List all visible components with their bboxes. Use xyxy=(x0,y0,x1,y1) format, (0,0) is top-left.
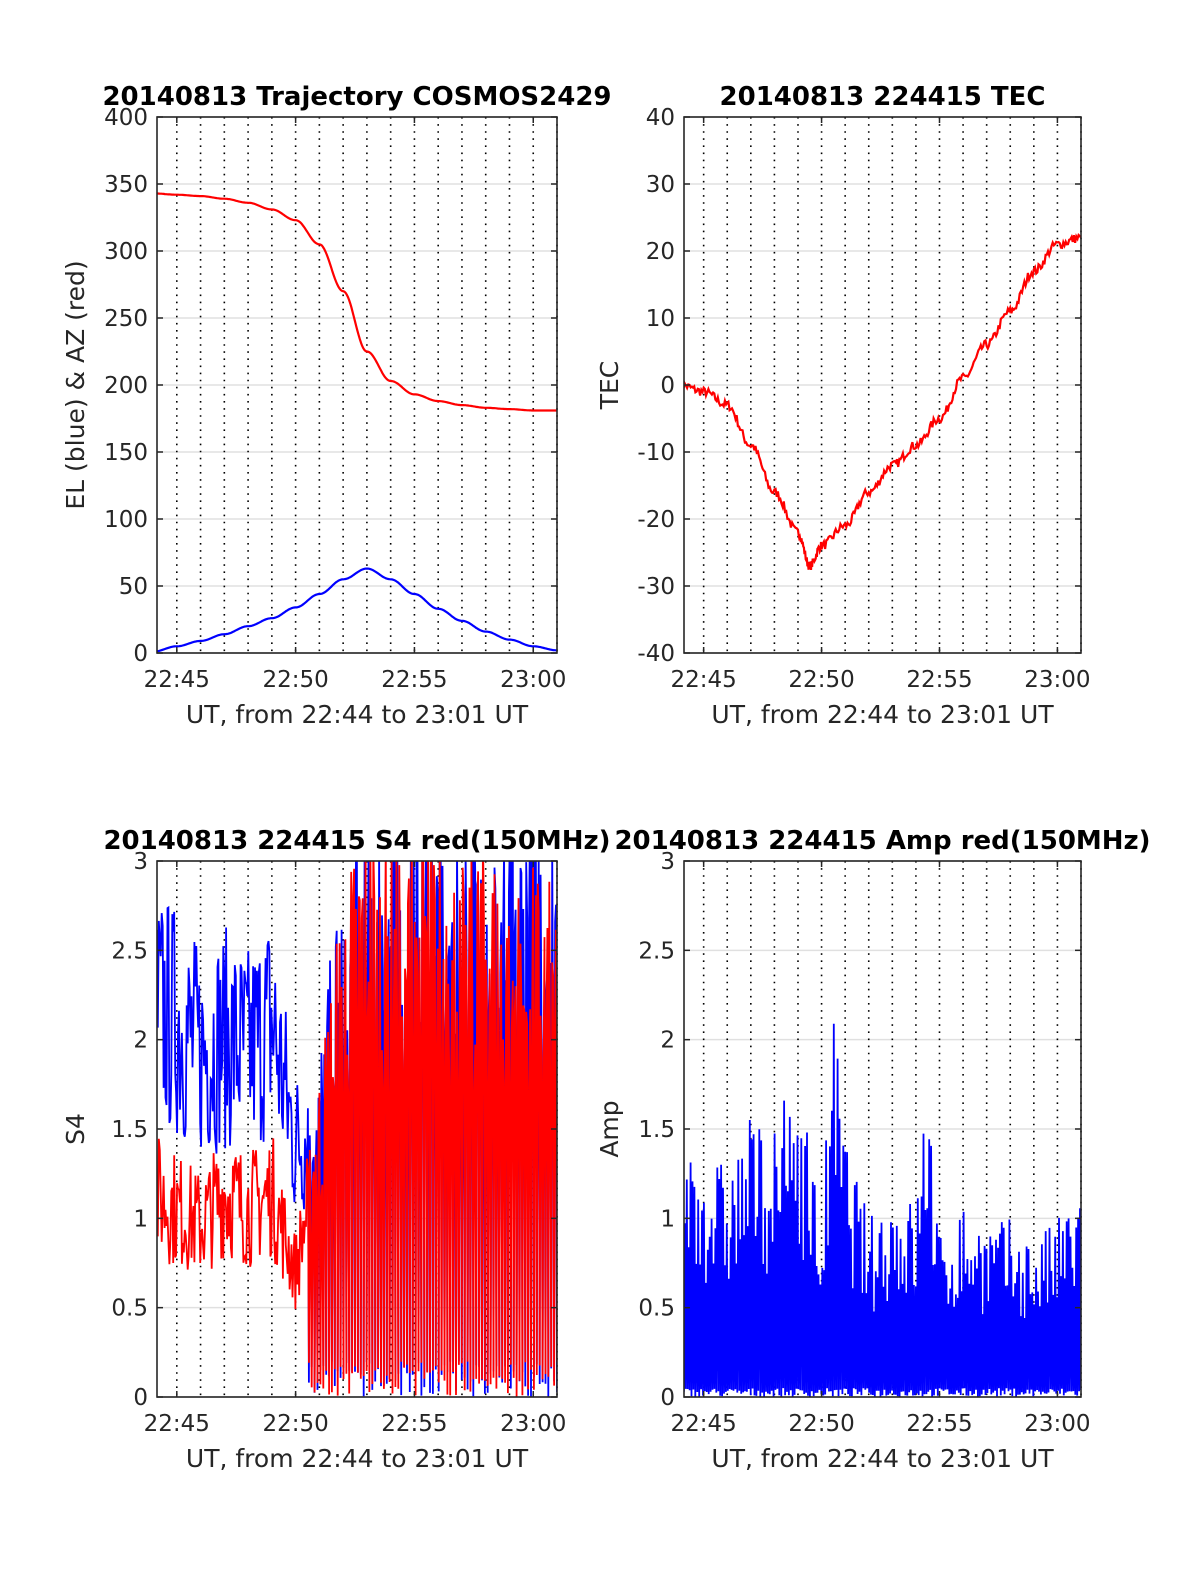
y-axis-label: EL (blue) & AZ (red) xyxy=(61,260,90,509)
chart-panel-1: -40 -30 -20 -10 0 10 20 30 40 22:45 22:50 22:55 23:0… xyxy=(595,82,1091,729)
y-tick-label: 200 xyxy=(104,373,148,399)
chart-panel-2: 0 0.5 1 1.5 2 2.5 3 22:45 22:50 22:55 23:00 UT, fro… xyxy=(61,826,611,1473)
chart-panel-3: 0 0.5 1 1.5 2 2.5 3 22:45 22:50 22:55 23:00 UT, fro… xyxy=(595,826,1151,1473)
y-tick-label: 1.5 xyxy=(111,1117,148,1143)
x-tick-label: 23:00 xyxy=(500,1411,566,1437)
x-tick-label: 22:55 xyxy=(381,1411,447,1437)
y-tick-label: 2.5 xyxy=(638,938,675,964)
x-tick-label: 22:45 xyxy=(671,667,737,693)
y-tick-label: -30 xyxy=(637,574,675,600)
x-tick-label: 22:50 xyxy=(788,1411,854,1437)
y-tick-label: 30 xyxy=(646,172,675,198)
x-tick-label: 22:45 xyxy=(144,1411,210,1437)
y-tick-label: 3 xyxy=(133,849,148,875)
y-tick-label: 1 xyxy=(133,1206,148,1232)
series-group xyxy=(157,861,557,1397)
x-tick-label: 22:50 xyxy=(262,1411,328,1437)
x-axis-label: UT, from 22:44 to 23:01 UT xyxy=(186,1444,529,1473)
y-tick-label: 0 xyxy=(660,373,675,399)
y-tick-label: 2.5 xyxy=(111,938,148,964)
x-tick-label: 23:00 xyxy=(500,667,566,693)
series-line-0 xyxy=(157,567,557,653)
chart-title: 20140813 224415 Amp red(150MHz) xyxy=(614,826,1150,856)
series-line-1 xyxy=(157,861,557,1397)
x-tick-label: 22:50 xyxy=(262,667,328,693)
y-tick-label: -10 xyxy=(637,440,675,466)
y-tick-label: 0 xyxy=(133,1385,148,1411)
x-axis-label: UT, from 22:44 to 23:01 UT xyxy=(711,700,1054,729)
x-tick-label: 23:00 xyxy=(1024,1411,1090,1437)
y-tick-label: 350 xyxy=(104,172,148,198)
y-tick-label: 400 xyxy=(104,105,148,131)
y-tick-label: 1.5 xyxy=(638,1117,675,1143)
x-tick-label: 22:45 xyxy=(671,1411,737,1437)
y-tick-label: 3 xyxy=(660,849,675,875)
chart-title: 20140813 224415 S4 red(150MHz) xyxy=(103,826,610,856)
series-group xyxy=(684,232,1081,570)
y-tick-label: 100 xyxy=(104,507,148,533)
x-axis-label: UT, from 22:44 to 23:01 UT xyxy=(186,700,529,729)
y-tick-label: 20 xyxy=(646,239,675,265)
x-tick-label: 22:45 xyxy=(144,667,210,693)
y-tick-label: 300 xyxy=(104,239,148,265)
x-tick-label: 23:00 xyxy=(1024,667,1090,693)
chart-panel-0: 0 50 100 150 200 250 300 350 400 22:45 22:50 22:55 2… xyxy=(61,82,612,729)
y-tick-label: 10 xyxy=(646,306,675,332)
series-line-0 xyxy=(684,1023,1081,1397)
x-tick-label: 22:50 xyxy=(788,667,854,693)
y-tick-label: 40 xyxy=(646,105,675,131)
x-tick-label: 22:55 xyxy=(906,667,972,693)
y-tick-label: 150 xyxy=(104,440,148,466)
y-tick-label: 0.5 xyxy=(638,1296,675,1322)
chart-title: 20140813 Trajectory COSMOS2429 xyxy=(102,82,611,112)
x-tick-label: 22:55 xyxy=(381,667,447,693)
y-tick-label: -20 xyxy=(637,507,675,533)
y-tick-label: 250 xyxy=(104,306,148,332)
series-line-0 xyxy=(684,232,1081,570)
y-axis-label: S4 xyxy=(61,1113,90,1145)
x-axis-label: UT, from 22:44 to 23:01 UT xyxy=(711,1444,1054,1473)
y-tick-label: -40 xyxy=(637,641,675,667)
y-tick-label: 0 xyxy=(133,641,148,667)
x-tick-label: 22:55 xyxy=(906,1411,972,1437)
y-tick-label: 0.5 xyxy=(111,1296,148,1322)
y-axis-label: TEC xyxy=(595,361,624,411)
y-tick-label: 50 xyxy=(119,574,148,600)
series-group xyxy=(157,192,557,653)
y-axis-label: Amp xyxy=(595,1100,624,1157)
series-line-1 xyxy=(157,192,557,412)
series-group xyxy=(684,1023,1081,1397)
y-tick-label: 2 xyxy=(133,1028,148,1054)
y-tick-label: 1 xyxy=(660,1206,675,1232)
chart-title: 20140813 224415 TEC xyxy=(720,82,1046,112)
y-tick-label: 0 xyxy=(660,1385,675,1411)
y-tick-label: 2 xyxy=(660,1028,675,1054)
